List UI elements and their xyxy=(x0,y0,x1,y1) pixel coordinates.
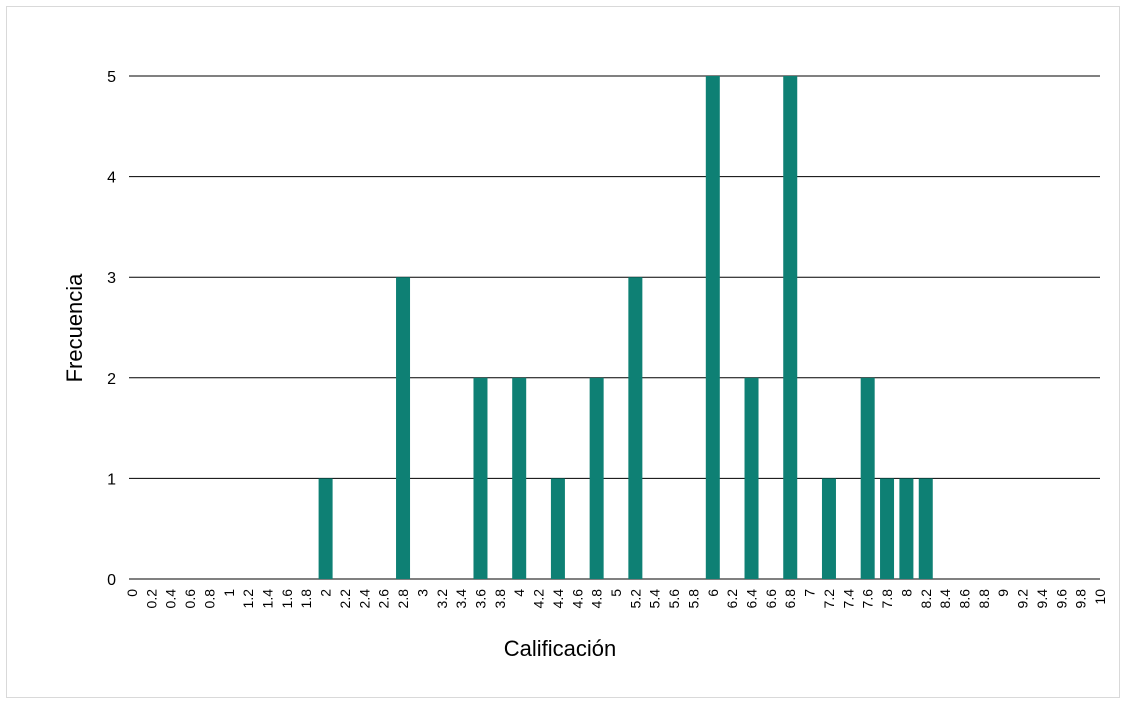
x-tick-label: 7.2 xyxy=(821,589,837,609)
x-tick-label: 5.8 xyxy=(685,589,701,609)
x-tick-label: 1.6 xyxy=(279,589,295,609)
bar xyxy=(396,277,411,579)
x-tick-label: 4.4 xyxy=(550,589,566,609)
x-tick-label: 1 xyxy=(221,589,237,597)
x-tick-label: 5 xyxy=(608,589,624,597)
bar xyxy=(628,277,643,579)
x-tick-label: 5.6 xyxy=(666,589,682,609)
x-tick-label: 0 xyxy=(124,589,140,597)
x-axis-ticks: 0 0.2 0.4 0.6 0.8 1 1.2 1.4 1.6 1.8 2 2.2 2.4 2.6 2.8 3… xyxy=(124,589,1108,609)
x-tick-label: 8.4 xyxy=(937,589,953,609)
x-tick-label: 3.4 xyxy=(453,589,469,609)
bars xyxy=(318,76,933,579)
x-tick-label: 2.2 xyxy=(337,589,353,609)
x-tick-label: 5.4 xyxy=(647,589,663,609)
bar xyxy=(589,377,604,579)
x-tick-label: 8.8 xyxy=(976,589,992,609)
x-tick-label: 2.6 xyxy=(376,589,392,609)
bar xyxy=(473,377,488,579)
x-tick-label: 6.4 xyxy=(744,589,760,609)
y-tick-label: 2 xyxy=(107,371,116,388)
bar xyxy=(512,377,527,579)
x-tick-label: 8.2 xyxy=(918,589,934,609)
x-tick-label: 2 xyxy=(318,589,334,597)
x-tick-label: 7.4 xyxy=(840,589,856,609)
x-tick-label: 2.8 xyxy=(395,589,411,609)
x-tick-label: 10 xyxy=(1092,589,1108,605)
x-tick-label: 9.2 xyxy=(1015,589,1031,609)
x-tick-label: 4 xyxy=(511,589,527,597)
x-tick-label: 9.8 xyxy=(1073,589,1089,609)
x-tick-label: 3.8 xyxy=(492,589,508,609)
bar xyxy=(744,377,759,579)
x-tick-label: 1.2 xyxy=(240,589,256,609)
x-axis-label: Calificación xyxy=(504,636,617,661)
y-tick-label: 3 xyxy=(107,270,116,287)
bar xyxy=(550,478,565,579)
x-tick-label: 3.6 xyxy=(472,589,488,609)
x-tick-label: 7 xyxy=(802,589,818,597)
x-tick-label: 3 xyxy=(414,589,430,597)
x-tick-label: 2.4 xyxy=(356,589,372,609)
y-axis-ticks: 0 1 2 3 4 5 xyxy=(107,69,116,589)
bar xyxy=(821,478,836,579)
x-tick-label: 0.2 xyxy=(143,589,159,609)
x-tick-label: 8 xyxy=(898,589,914,597)
x-tick-label: 9.4 xyxy=(1034,589,1050,609)
x-tick-label: 1.8 xyxy=(298,589,314,609)
x-tick-label: 3.2 xyxy=(434,589,450,609)
bar xyxy=(860,377,875,579)
x-tick-label: 9.6 xyxy=(1053,589,1069,609)
x-tick-label: 6 xyxy=(705,589,721,597)
x-tick-label: 5.2 xyxy=(627,589,643,609)
y-tick-label: 1 xyxy=(107,471,116,488)
y-tick-label: 5 xyxy=(107,69,116,86)
chart-frame xyxy=(6,6,1120,698)
bar xyxy=(318,478,333,579)
x-tick-label: 0.6 xyxy=(182,589,198,609)
x-tick-label: 0.8 xyxy=(201,589,217,609)
x-tick-label: 8.6 xyxy=(956,589,972,609)
x-tick-label: 6.8 xyxy=(782,589,798,609)
gridlines xyxy=(129,75,1100,580)
x-tick-label: 4.8 xyxy=(589,589,605,609)
bar xyxy=(918,478,933,579)
y-tick-label: 4 xyxy=(107,170,116,187)
x-tick-label: 6.6 xyxy=(763,589,779,609)
x-tick-label: 7.8 xyxy=(879,589,895,609)
bar xyxy=(899,478,914,579)
x-tick-label: 0.4 xyxy=(163,589,179,609)
x-tick-label: 4.2 xyxy=(531,589,547,609)
y-axis-label: Frecuencia xyxy=(62,273,87,383)
bar xyxy=(783,76,798,579)
x-tick-label: 6.2 xyxy=(724,589,740,609)
y-tick-label: 0 xyxy=(107,572,116,589)
bar xyxy=(880,478,895,579)
x-tick-label: 4.6 xyxy=(569,589,585,609)
x-tick-label: 7.6 xyxy=(860,589,876,609)
bar xyxy=(705,76,720,579)
x-tick-label: 1.4 xyxy=(260,589,276,609)
x-tick-label: 9 xyxy=(995,589,1011,597)
